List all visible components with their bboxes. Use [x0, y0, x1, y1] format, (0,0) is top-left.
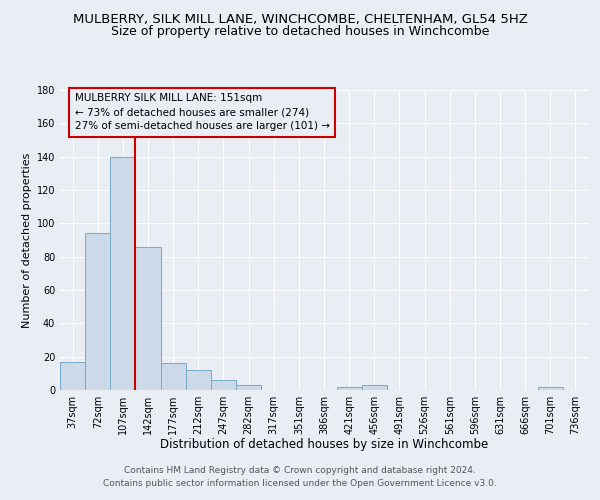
Bar [161, 364, 186, 390]
X-axis label: Distribution of detached houses by size in Winchcombe: Distribution of detached houses by size … [160, 438, 488, 452]
Bar [110, 156, 136, 390]
Bar [236, 385, 261, 390]
Text: MULBERRY SILK MILL LANE: 151sqm
← 73% of detached houses are smaller (274)
27% o: MULBERRY SILK MILL LANE: 151sqm ← 73% of… [74, 94, 329, 132]
Bar [362, 385, 387, 390]
Bar [186, 370, 211, 390]
Text: Size of property relative to detached houses in Winchcombe: Size of property relative to detached ho… [111, 25, 489, 38]
Text: MULBERRY, SILK MILL LANE, WINCHCOMBE, CHELTENHAM, GL54 5HZ: MULBERRY, SILK MILL LANE, WINCHCOMBE, CH… [73, 12, 527, 26]
Bar [85, 234, 110, 390]
Bar [60, 362, 85, 390]
Bar [211, 380, 236, 390]
Text: Contains HM Land Registry data © Crown copyright and database right 2024.
Contai: Contains HM Land Registry data © Crown c… [103, 466, 497, 487]
Y-axis label: Number of detached properties: Number of detached properties [22, 152, 32, 328]
Bar [136, 246, 161, 390]
Bar [337, 386, 362, 390]
Bar [538, 386, 563, 390]
